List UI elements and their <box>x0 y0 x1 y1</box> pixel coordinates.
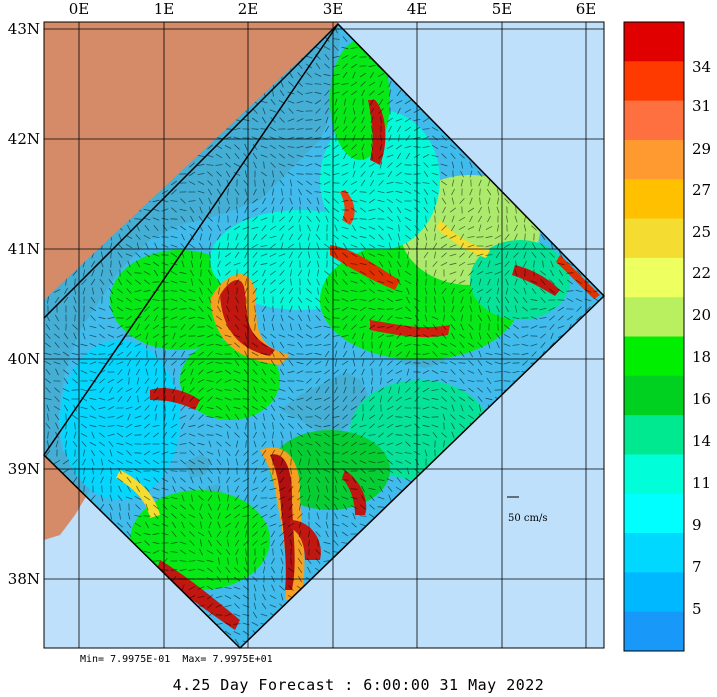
colorbar-swatch <box>624 415 684 455</box>
colorbar-label: 7 <box>692 558 702 576</box>
map-frame <box>43 21 605 649</box>
lon-label: 1E <box>154 0 175 18</box>
colorbar-swatch <box>624 611 684 652</box>
colorbar-swatch <box>624 533 684 573</box>
lon-label: 2E <box>238 0 259 18</box>
lon-label: 6E <box>576 0 597 18</box>
colorbar-label: 27 <box>692 181 711 199</box>
colorbar-label: 16 <box>692 390 711 408</box>
colorbar-label: 14 <box>692 432 711 450</box>
lon-label: 5E <box>492 0 513 18</box>
colorbar-swatch <box>624 22 684 62</box>
colorbar-label: 20 <box>692 306 711 324</box>
colorbar-swatch <box>624 257 684 298</box>
max-value: Max= 7.9975E+01 <box>182 654 273 665</box>
colorbar-swatch <box>624 100 684 141</box>
scale-label: 50 cm/s <box>508 513 548 524</box>
colorbar-swatch <box>624 454 684 495</box>
lon-label: 0E <box>69 0 90 18</box>
colorbar-label: 25 <box>692 223 711 241</box>
lat-label: 39N <box>8 460 40 478</box>
colorbar-swatch <box>624 572 684 613</box>
colorbar-swatch <box>624 179 684 220</box>
lat-label: 42N <box>8 130 40 148</box>
colorbar-swatch <box>624 297 684 337</box>
colorbar-label: 18 <box>692 348 711 366</box>
colorbar <box>624 22 684 652</box>
longitude-labels: 0E 1E 2E 3E 4E 5E 6E <box>69 0 597 18</box>
colorbar-label: 34 <box>692 58 711 76</box>
latitude-labels: 43N 42N 41N 40N 39N 38N <box>8 20 40 588</box>
colorbar-label: 29 <box>692 140 711 158</box>
colorbar-swatch <box>624 493 684 534</box>
colorbar-label: 22 <box>692 264 711 282</box>
colorbar-swatch <box>624 61 684 102</box>
colorbar-label: 31 <box>692 97 711 115</box>
lat-label: 40N <box>8 350 40 368</box>
colorbar-swatch <box>624 218 684 259</box>
lat-label: 43N <box>8 20 40 38</box>
colorbar-frame <box>623 21 685 652</box>
colorbar-label: 5 <box>692 600 702 618</box>
colorbar-label: 11 <box>692 474 711 492</box>
min-value: Min= 7.9975E-01 <box>80 654 171 665</box>
colorbar-swatch <box>624 139 684 180</box>
forecast-title: 4.25 Day Forecast : 6:00:00 31 May 2022 <box>172 676 545 694</box>
graticule <box>44 22 604 648</box>
colorbar-label: 9 <box>692 516 702 534</box>
colorbar-swatch <box>624 375 684 416</box>
lat-label: 41N <box>8 240 40 258</box>
lon-label: 4E <box>407 0 428 18</box>
min-max-stats: Min= 7.9975E-01 Max= 7.9975E+01 <box>80 654 279 665</box>
lon-label: 3E <box>323 0 344 18</box>
lat-label: 38N <box>8 570 40 588</box>
domain-edge-line <box>43 23 339 319</box>
colorbar-swatch <box>624 336 684 377</box>
colorbar-labels: 34 31 29 27 25 22 20 18 16 14 11 9 7 5 <box>692 58 711 618</box>
